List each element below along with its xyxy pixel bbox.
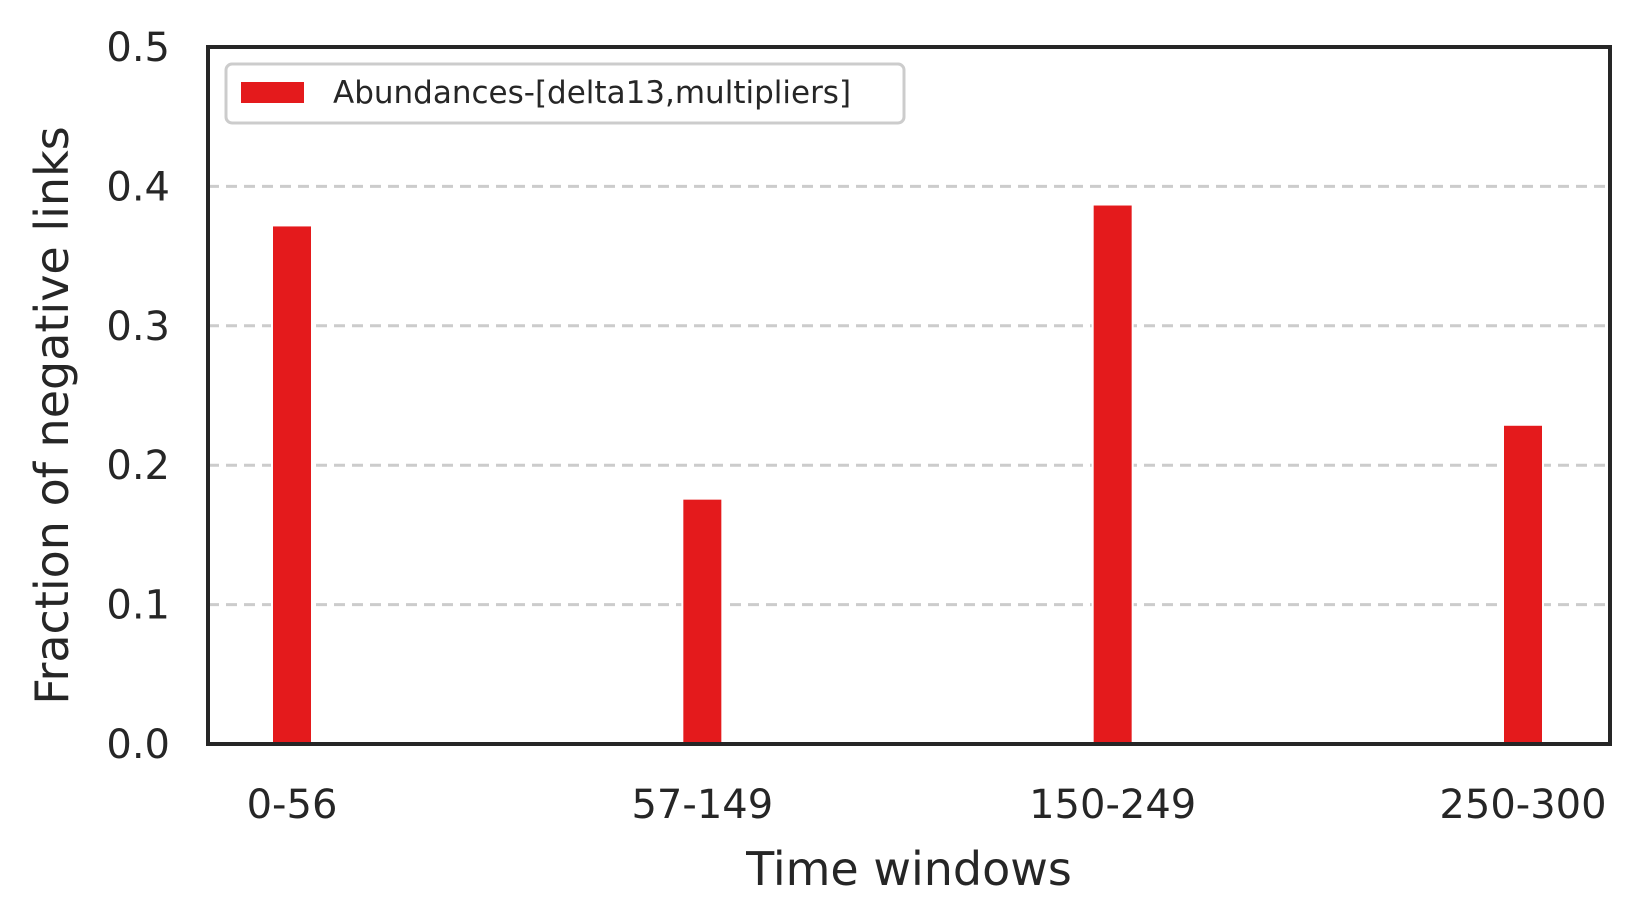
grid-lines — [208, 184, 1610, 607]
legend-swatch — [241, 82, 304, 103]
bars — [271, 203, 1544, 746]
x-tick-label: 250-300 — [1439, 782, 1606, 828]
x-tick-label: 150-249 — [1029, 782, 1196, 828]
legend: Abundances-[delta13,multipliers] — [224, 62, 906, 125]
plot-frame — [206, 45, 1612, 746]
bar-250-300 — [1502, 423, 1544, 745]
x-axis-title: Time windows — [745, 842, 1072, 896]
bar-57-149 — [681, 497, 724, 745]
y-tick-label: 0.0 — [106, 722, 170, 768]
y-axis-title: Fraction of negative links — [25, 126, 79, 704]
x-tick-labels: 0-56 57-149 150-249 250-300 — [247, 782, 1607, 828]
bar-150-249 — [1091, 203, 1134, 746]
x-tick-label: 57-149 — [631, 782, 773, 828]
y-tick-labels: 0.0 0.1 0.2 0.3 0.4 0.5 — [106, 25, 170, 768]
y-tick-label: 0.3 — [106, 304, 170, 350]
y-tick-label: 0.5 — [106, 25, 170, 71]
legend-label: Abundances-[delta13,multipliers] — [333, 75, 851, 111]
y-tick-label: 0.4 — [106, 164, 170, 210]
bar-0-56 — [271, 224, 313, 745]
legend-box — [224, 62, 906, 125]
y-tick-label: 0.2 — [106, 443, 170, 489]
x-tick-label: 0-56 — [247, 782, 338, 828]
y-tick-label: 0.1 — [106, 583, 170, 629]
